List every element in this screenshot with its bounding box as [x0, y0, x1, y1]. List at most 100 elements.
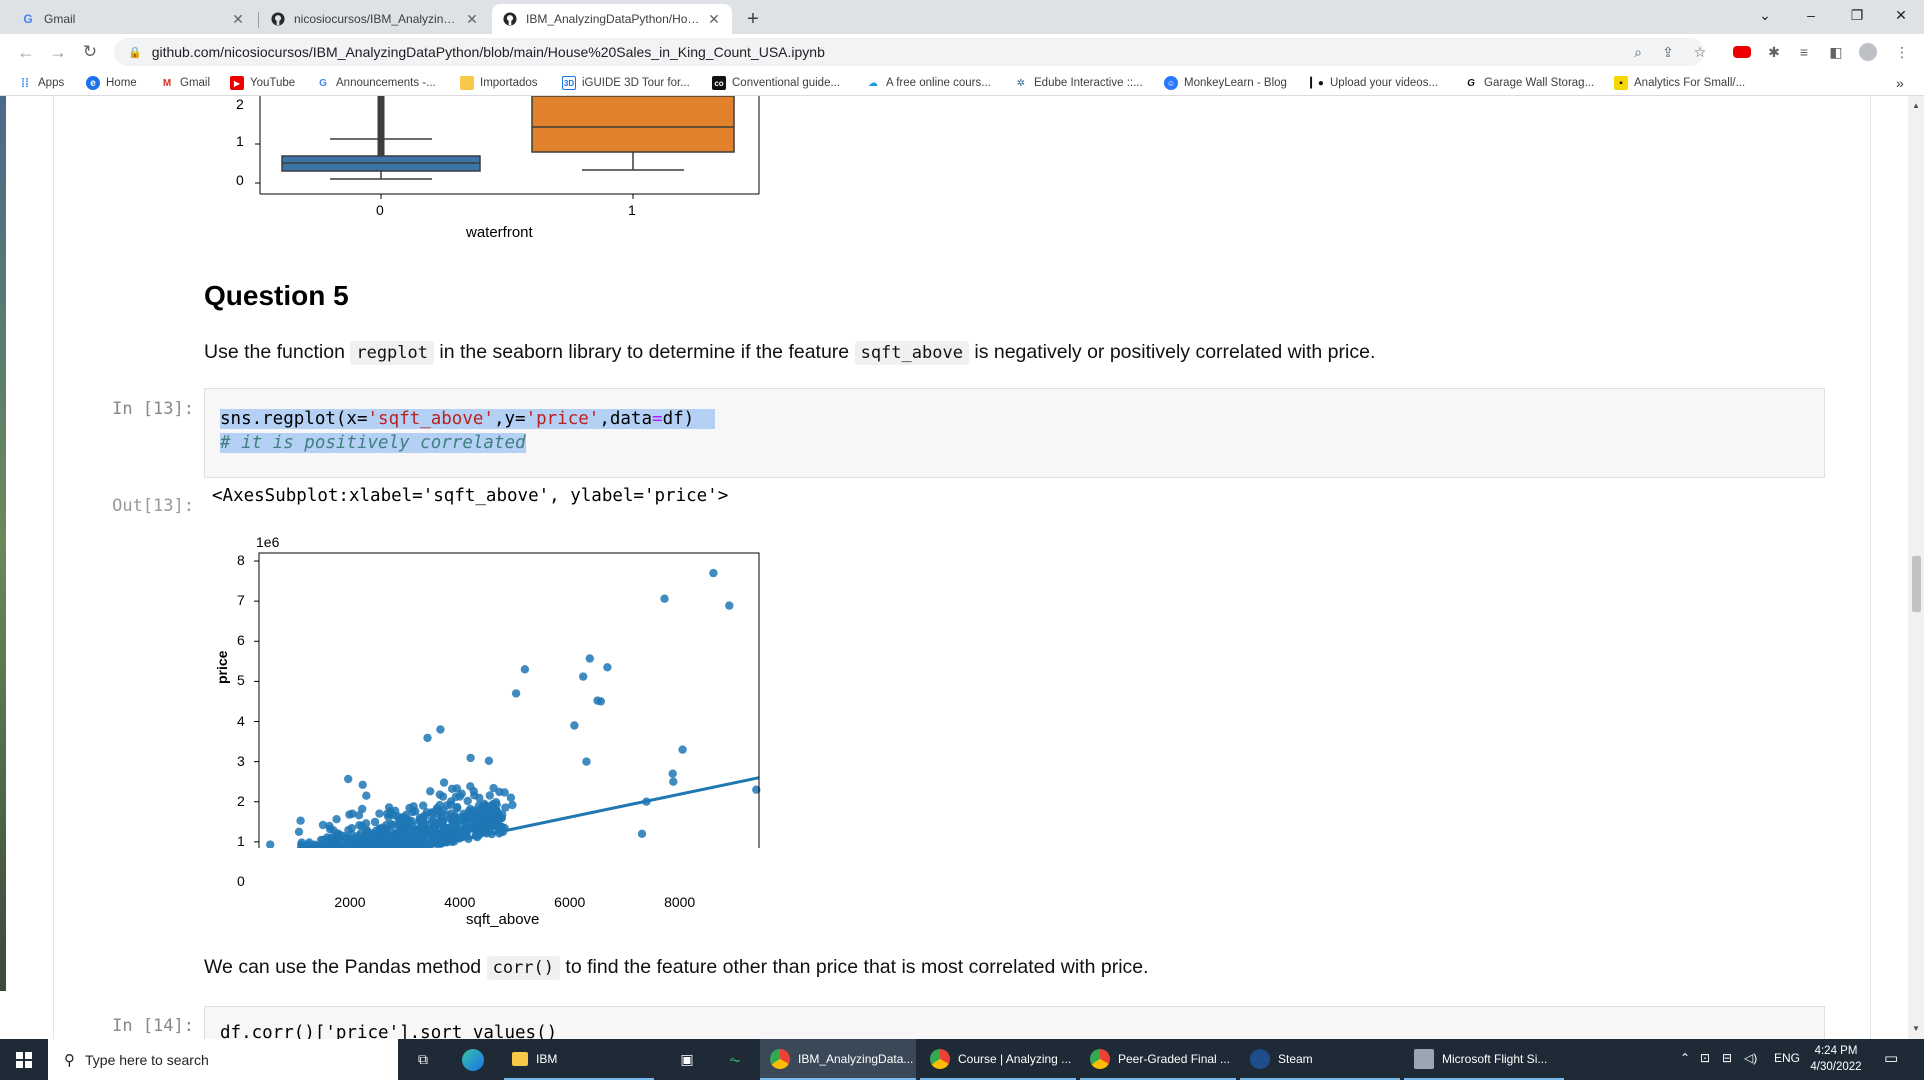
taskbar-item-steam[interactable]: Steam	[1240, 1039, 1400, 1080]
boxplot-ytick-label: 1	[236, 133, 244, 149]
bookmark-gmail[interactable]: M Gmail	[160, 74, 210, 92]
regression-line	[414, 776, 760, 848]
forward-icon[interactable]: →	[49, 41, 67, 62]
reading-list-icon[interactable]: ≡	[1799, 44, 1809, 60]
bookmark-analytics[interactable]: ▪ Analytics For Small/...	[1614, 74, 1745, 92]
scatter-point	[366, 840, 375, 848]
clock-date: 4/30/2022	[1810, 1061, 1862, 1073]
scatter-point	[466, 753, 475, 763]
language-indicator[interactable]: ENG	[1774, 1051, 1801, 1065]
taskbar-item-chrome-notebook[interactable]: IBM_AnalyzingData...	[760, 1039, 916, 1080]
taskbar-item-chrome-peer[interactable]: Peer-Graded Final ...	[1080, 1039, 1236, 1080]
bookmark-iguide[interactable]: 3D iGUIDE 3D Tour for...	[562, 74, 690, 92]
search-icon: ⚲	[64, 1051, 75, 1069]
bookmark-importados[interactable]: Importados	[460, 74, 538, 92]
bookmark-label: Analytics For Small/...	[1634, 77, 1746, 89]
youtube-extension-icon[interactable]	[1732, 42, 1752, 62]
close-tab-icon[interactable]: ✕	[708, 10, 720, 27]
scatter-point	[296, 816, 305, 825]
tray-app-icon[interactable]: ⊡	[1700, 1051, 1711, 1065]
question-text: Use the function regplot in the seaborn …	[204, 341, 1375, 365]
page-scrollbar[interactable]: ▲ ▼	[1908, 96, 1924, 1039]
patreon-icon: ▎●	[1310, 77, 1324, 89]
bookmark-announcements[interactable]: G Announcements -...	[316, 74, 436, 92]
new-tab-button[interactable]: +	[747, 8, 759, 30]
text-segment: in the seaborn library to determine if t…	[439, 341, 850, 363]
bookmark-edube[interactable]: ✲ Edube Interactive ::...	[1014, 74, 1143, 92]
taskbar-item-ibm[interactable]: IBM	[504, 1039, 654, 1080]
windows-taskbar: ⚲ Type here to search ⧉ IBM ▣ ⏦ IBM_Anal…	[0, 1039, 1924, 1080]
scroll-up-icon[interactable]: ▲	[1912, 101, 1920, 110]
bookmarks-overflow-icon[interactable]: »	[1896, 75, 1904, 91]
taskbar-item-flight-sim[interactable]: Microsoft Flight Si...	[1404, 1039, 1564, 1080]
close-window-icon[interactable]: ✕	[1895, 6, 1907, 23]
extensions-icon[interactable]: ✱	[1768, 43, 1780, 60]
tray-chevron-icon[interactable]: ⌃	[1680, 1051, 1691, 1065]
bookmark-home[interactable]: e Home	[86, 74, 137, 92]
notifications-icon[interactable]: ▭	[1884, 1050, 1899, 1067]
code-cell-14[interactable]: df.corr()['price'].sort_values()	[204, 1006, 1825, 1039]
share-icon[interactable]: ⇪	[1662, 43, 1674, 60]
start-button[interactable]	[0, 1039, 48, 1080]
address-bar[interactable]: 🔒 github.com/nicosiocursos/IBM_Analyzing…	[114, 38, 1704, 66]
scatter-point	[375, 809, 384, 818]
y-tick-label: 8	[237, 552, 245, 569]
task-view-icon[interactable]: ⧉	[418, 1051, 428, 1067]
out-prompt: Out[13]:	[112, 496, 194, 516]
taskbar-search-box[interactable]: ⚲ Type here to search	[48, 1039, 398, 1080]
folder-icon	[512, 1051, 528, 1066]
bookmark-garage[interactable]: G Garage Wall Storag...	[1464, 74, 1594, 92]
clock[interactable]: 4:24 PM 4/30/2022	[1796, 1043, 1876, 1075]
side-panel-icon[interactable]: ◧	[1829, 43, 1843, 60]
edge-icon[interactable]	[456, 1039, 490, 1080]
app-icon[interactable]: ▣	[680, 1051, 694, 1067]
menu-kebab-icon[interactable]: ⋮	[1895, 43, 1909, 60]
scatter-point	[362, 833, 371, 842]
tab-repo[interactable]: nicosiocursos/IBM_AnalyzingDat ✕	[260, 4, 490, 34]
scatter-point	[455, 830, 464, 840]
bookmark-conventional[interactable]: co Conventional guide...	[712, 74, 840, 92]
bookmark-upload[interactable]: ▎● Upload your videos...	[1310, 74, 1438, 92]
tab-gmail[interactable]: G Gmail ✕	[10, 4, 256, 34]
scatter-point	[593, 696, 602, 705]
scroll-thumb[interactable]	[1912, 556, 1921, 612]
scatter-point	[668, 769, 677, 778]
scatter-point	[319, 835, 328, 845]
bookmark-monkeylearn[interactable]: ☺ MonkeyLearn - Blog	[1164, 74, 1287, 92]
reload-icon[interactable]: ↻	[82, 42, 98, 61]
activity-monitor-icon[interactable]: ⏦	[729, 1051, 741, 1067]
bookmark-star-icon[interactable]: ☆	[1693, 43, 1707, 60]
y-tick-label: 2	[237, 792, 245, 809]
bookmark-free-course[interactable]: ☁ A free online cours...	[866, 74, 991, 92]
taskbar-label: IBM	[536, 1051, 558, 1066]
monkeylearn-icon: ☺	[1164, 76, 1178, 90]
gmail-icon: M	[162, 77, 172, 89]
minimize-icon[interactable]: –	[1807, 7, 1815, 23]
zoom-icon[interactable]: ⌕	[1634, 43, 1642, 60]
tab-notebook[interactable]: IBM_AnalyzingDataPython/Hous ✕	[492, 4, 732, 34]
scroll-down-icon[interactable]: ▼	[1912, 1024, 1920, 1033]
edube-icon: ✲	[1016, 77, 1026, 89]
scatter-point	[442, 823, 451, 833]
bookmark-apps[interactable]: ⁞⁞ Apps	[18, 74, 64, 92]
back-icon[interactable]: ←	[17, 41, 35, 62]
tab-search-icon[interactable]: ⌄	[1759, 6, 1771, 23]
taskbar-item-chrome-course[interactable]: Course | Analyzing ...	[920, 1039, 1076, 1080]
close-tab-icon[interactable]: ✕	[232, 10, 244, 27]
profile-avatar-icon[interactable]	[1858, 42, 1878, 62]
boxplot-box1	[531, 96, 735, 153]
volume-icon[interactable]: ◁)	[1744, 1051, 1758, 1065]
network-icon[interactable]: ⊟	[1722, 1051, 1733, 1065]
close-tab-icon[interactable]: ✕	[466, 10, 478, 27]
restore-icon[interactable]: ❐	[1850, 6, 1864, 23]
scatter-point	[352, 841, 362, 848]
code-token: =	[652, 409, 663, 429]
bookmark-label: Gmail	[180, 77, 211, 89]
bookmark-youtube[interactable]: ▶ YouTube	[230, 74, 295, 92]
code-cell-13[interactable]: sns.regplot(x='sqft_above',y='price',dat…	[204, 388, 1825, 478]
boxplot-xtick-label: 0	[376, 202, 384, 218]
scatter-point	[299, 842, 308, 848]
y-tick-label: 0	[237, 872, 245, 889]
scatter-point	[435, 790, 444, 799]
code-token: df)	[662, 409, 695, 429]
